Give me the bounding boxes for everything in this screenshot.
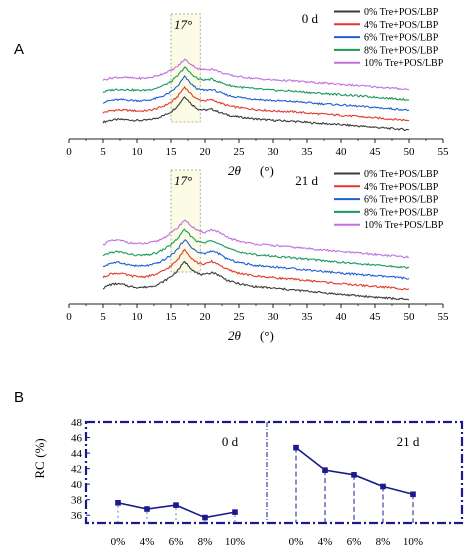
x-category-label: 10% xyxy=(225,536,245,548)
legend-label: 4% Tre+POS/LBP xyxy=(364,20,439,31)
peak-annotation: 17° xyxy=(174,173,192,188)
legend-label: 0% Tre+POS/LBP xyxy=(364,7,439,18)
group-label: 0 d xyxy=(222,434,239,449)
rc-point xyxy=(232,509,238,515)
y-tick-label: 44 xyxy=(71,448,83,460)
x-tick-label: 40 xyxy=(336,146,348,158)
y-tick-label: 38 xyxy=(71,495,83,507)
x-tick-label: 55 xyxy=(438,146,450,158)
rc-point xyxy=(144,506,150,512)
rc-plot-frame xyxy=(84,420,464,525)
x-category-label: 0% xyxy=(289,536,304,548)
day-label: 21 d xyxy=(295,173,318,188)
day-label: 0 d xyxy=(302,11,319,26)
xrd-series-line xyxy=(102,248,410,291)
rc-chart: 36 38 40 42 44 46 48 RC (%) 0% 4% 6% 8% 10% 0 d 0% 4% 6% 8… xyxy=(32,417,464,548)
x-tick-label: 10 xyxy=(132,311,144,323)
x-tick-label: 30 xyxy=(268,146,280,158)
x-category-label: 8% xyxy=(198,536,213,548)
legend-label: 8% Tre+POS/LBP xyxy=(364,45,439,56)
legend-label: 4% Tre+POS/LBP xyxy=(364,182,439,193)
xrd-series-line xyxy=(102,58,410,91)
xrd-series-line xyxy=(102,75,410,112)
x-axis-unit: (°) xyxy=(260,328,274,343)
x-tick-label: 35 xyxy=(302,146,314,158)
rc-point xyxy=(173,502,179,508)
x-tick-label: 45 xyxy=(370,311,382,323)
x-category-label: 4% xyxy=(318,536,333,548)
xrd-series-line xyxy=(102,239,410,280)
x-tick-label: 30 xyxy=(268,311,280,323)
x-axis-unit: (°) xyxy=(260,163,274,178)
x-tick-label: 50 xyxy=(404,311,416,323)
group-label: 21 d xyxy=(397,434,420,449)
legend-label: 6% Tre+POS/LBP xyxy=(364,33,439,44)
x-tick-label: 10 xyxy=(132,146,144,158)
y-tick-label: 48 xyxy=(71,417,83,429)
legend-label: 10% Tre+POS/LBP xyxy=(364,58,444,69)
panel-label-b: B xyxy=(14,389,24,406)
x-category-label: 4% xyxy=(140,536,155,548)
x-tick-label: 20 xyxy=(200,311,212,323)
xrd-chart-0d: 17° 0 5 10 15 20 25 30 35 40 45 50 55 2θ (°) 0 d 0% Tre+… xyxy=(66,7,449,178)
x-tick-label: 0 xyxy=(66,311,72,323)
rc-point xyxy=(202,514,208,521)
x-tick-label: 35 xyxy=(302,311,314,323)
x-tick-label: 25 xyxy=(234,311,246,323)
x-category-label: 6% xyxy=(169,536,184,548)
rc-point xyxy=(115,500,121,506)
x-tick-label: 25 xyxy=(234,146,246,158)
x-axis-label: 2θ xyxy=(228,163,242,178)
x-tick-label: 55 xyxy=(438,311,450,323)
y-tick-label: 42 xyxy=(71,464,82,476)
x-tick-label: 45 xyxy=(370,146,382,158)
y-tick-label: 40 xyxy=(71,479,83,491)
x-tick-label: 15 xyxy=(166,146,178,158)
xrd-series-line xyxy=(102,66,410,101)
x-tick-label: 15 xyxy=(166,311,178,323)
legend-label: 0% Tre+POS/LBP xyxy=(364,169,439,180)
xrd-series-line xyxy=(102,85,410,122)
xrd-series-line xyxy=(102,228,410,269)
xrd-series-line xyxy=(102,219,410,259)
xrd-chart-21d: 17° 0 5 10 15 20 25 30 35 40 45 50 55 2θ (°) 21 d 0% Tre… xyxy=(66,169,449,343)
x-category-label: 8% xyxy=(376,536,391,548)
rc-point xyxy=(322,467,328,473)
x-category-label: 0% xyxy=(111,536,126,548)
y-tick-label: 46 xyxy=(71,433,83,445)
x-tick-label: 20 xyxy=(200,146,212,158)
x-category-label: 6% xyxy=(347,536,362,548)
x-tick-label: 40 xyxy=(336,311,348,323)
xrd-series-line xyxy=(102,96,410,132)
x-tick-label: 5 xyxy=(100,146,106,158)
x-tick-label: 50 xyxy=(404,146,416,158)
peak-annotation: 17° xyxy=(174,17,192,32)
xrd-series-line xyxy=(102,260,410,301)
y-axis-label: RC xyxy=(32,461,47,478)
y-axis-unit: (%) xyxy=(32,438,47,458)
legend-label: 6% Tre+POS/LBP xyxy=(364,195,439,206)
rc-point xyxy=(410,491,416,498)
x-tick-label: 5 xyxy=(100,311,106,323)
panel-label-a: A xyxy=(14,41,24,58)
rc-point xyxy=(380,483,386,490)
rc-point xyxy=(293,444,299,451)
x-axis-label: 2θ xyxy=(228,328,242,343)
legend-label: 8% Tre+POS/LBP xyxy=(364,207,439,218)
rc-point xyxy=(351,472,357,478)
y-tick-label: 36 xyxy=(71,510,83,522)
x-category-label: 10% xyxy=(403,536,423,548)
x-tick-label: 0 xyxy=(66,146,72,158)
legend-label: 10% Tre+POS/LBP xyxy=(364,220,444,231)
